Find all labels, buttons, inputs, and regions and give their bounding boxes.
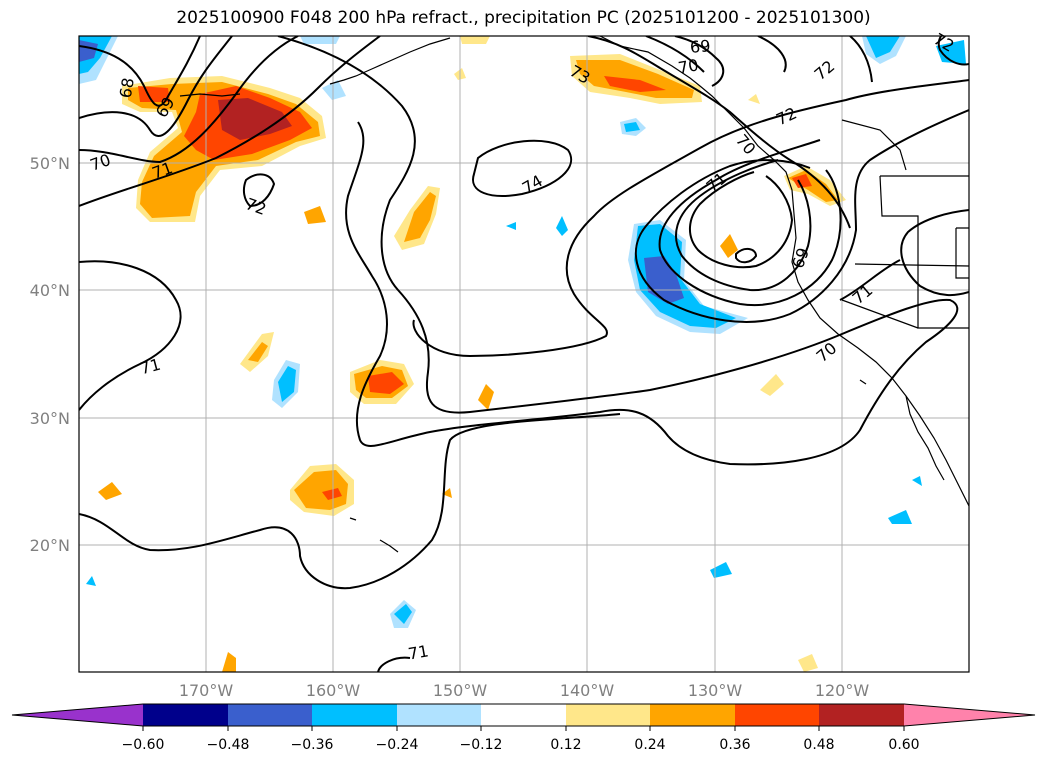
colorbar-tick-label: −0.48 [207, 737, 250, 753]
lon-label: 160°W [306, 681, 361, 700]
latitude-labels: 50°N 40°N 30°N 20°N [30, 154, 70, 555]
precip-positive-area [294, 470, 348, 510]
longitude-labels: 170°W 160°W 150°W 140°W 130°W 120°W [179, 681, 870, 700]
precip-positive-area [478, 384, 494, 410]
lon-label: 130°W [688, 681, 743, 700]
colorbar-tick-label: −0.24 [376, 737, 419, 753]
colorbar-tick-label: 0.60 [888, 737, 919, 753]
colorbar-segment [650, 704, 735, 726]
colorbar-tick-label: −0.60 [122, 737, 165, 753]
precip-positive-area [798, 654, 818, 672]
contour-label: 71 [407, 641, 430, 663]
precip-negative-area [394, 604, 412, 624]
colorbar-tick-label: 0.24 [634, 737, 665, 753]
lon-label: 140°W [560, 681, 615, 700]
colorbar-tick-label: 0.12 [550, 737, 581, 753]
colorbar-tick-label: −0.12 [460, 737, 503, 753]
contour-label: 71 [138, 355, 163, 379]
precip-positive-area [576, 60, 694, 98]
lon-label: 150°W [433, 681, 488, 700]
precip-positive-area [218, 98, 292, 140]
precip-negative-area [86, 576, 96, 586]
precip-positive-area [368, 372, 404, 394]
colorbar-segment [12, 704, 143, 726]
contour-label: 72 [243, 194, 269, 219]
precip-positive-area [222, 652, 236, 672]
precip-positive-area [404, 192, 436, 242]
refractivity-contours [79, 36, 969, 672]
precip-positive-area [760, 374, 784, 396]
lon-label: 170°W [179, 681, 234, 700]
precip-negative-area [624, 122, 640, 132]
precip-positive-area [442, 488, 452, 498]
colorbar-tick-label: −0.36 [291, 737, 334, 753]
colorbar-segment [397, 704, 481, 726]
colorbar-segment [819, 704, 904, 726]
colorbar-segment [904, 704, 1035, 726]
contour-label: 72 [773, 103, 799, 129]
precipitation-shading [79, 36, 966, 672]
graticule [79, 36, 969, 672]
precip-positive-area [604, 76, 666, 92]
precip-negative-area [322, 80, 346, 100]
precip-negative-area [278, 366, 296, 402]
lat-label: 40°N [30, 281, 70, 300]
precip-negative-area [710, 562, 732, 578]
lat-label: 50°N [30, 154, 70, 173]
contour-label: 70 [813, 338, 841, 366]
precip-positive-area [792, 174, 812, 188]
colorbar-segment [228, 704, 312, 726]
map-title: 2025100900 F048 200 hPa refract., precip… [176, 8, 871, 28]
colorbar-tick-label: 0.48 [803, 737, 834, 753]
precip-negative-area [912, 476, 922, 486]
precip-positive-area [304, 206, 326, 224]
precip-positive-area [748, 94, 760, 104]
precip-negative-area [556, 216, 568, 236]
precip-positive-area [98, 482, 122, 500]
contour-label: 69 [788, 245, 813, 271]
contour-label: 69 [689, 36, 711, 57]
precip-negative-area [79, 40, 98, 62]
contour-label: 70 [677, 55, 700, 77]
lon-label: 120°W [815, 681, 870, 700]
colorbar-segment [481, 704, 566, 726]
map-frame [78, 35, 970, 673]
precip-positive-area [248, 342, 268, 362]
lat-label: 20°N [30, 536, 70, 555]
colorbar-segment [566, 704, 650, 726]
precip-negative-area [936, 40, 966, 64]
contour-label: 72 [811, 56, 839, 84]
colorbar-segment [312, 704, 397, 726]
colorbar-tick-label: 0.36 [719, 737, 750, 753]
precip-positive-area [460, 36, 490, 44]
precip-negative-area [888, 510, 912, 524]
coastlines [179, 36, 969, 553]
lat-label: 30°N [30, 409, 70, 428]
colorbar-segment [143, 704, 228, 726]
precip-positive-area [720, 234, 738, 258]
precip-negative-area [866, 36, 900, 58]
colorbar-segment [735, 704, 819, 726]
contour-label: 68 [116, 76, 138, 99]
precip-positive-area [322, 488, 342, 500]
precip-negative-area [300, 36, 340, 44]
colorbar: −0.60 −0.48 −0.36 −0.24 −0.12 0.12 0.24 … [11, 703, 1036, 753]
precip-negative-area [506, 222, 516, 230]
